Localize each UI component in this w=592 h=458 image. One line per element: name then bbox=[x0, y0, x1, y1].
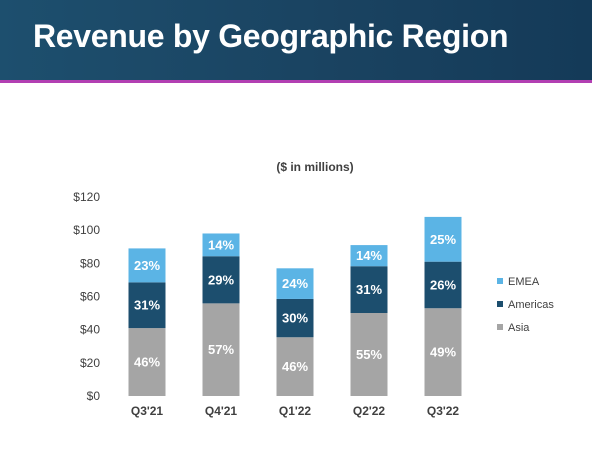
bar-segment-asia bbox=[128, 328, 166, 396]
x-category-label: Q1'22 bbox=[279, 404, 312, 418]
y-tick-label: $120 bbox=[73, 190, 100, 204]
bar-segment-americas bbox=[424, 261, 462, 309]
data-label: 14% bbox=[208, 237, 234, 252]
bar-segment-asia bbox=[424, 308, 462, 396]
data-label: 25% bbox=[430, 232, 456, 247]
y-tick-label: $60 bbox=[80, 290, 100, 304]
data-label: 46% bbox=[134, 355, 160, 370]
data-label: 24% bbox=[282, 276, 308, 291]
legend-label-asia: Asia bbox=[508, 322, 530, 334]
data-label: 30% bbox=[282, 311, 308, 326]
bar-segment-asia bbox=[202, 303, 240, 396]
legend-label-emea: EMEA bbox=[508, 276, 540, 288]
bar-segment-americas bbox=[276, 298, 314, 338]
data-label: 55% bbox=[356, 347, 382, 362]
bar-segment-emea bbox=[424, 216, 462, 262]
y-tick-label: $20 bbox=[80, 356, 100, 370]
data-label: 57% bbox=[208, 342, 234, 357]
bar-segment-emea bbox=[128, 248, 166, 283]
x-category-label: Q2'22 bbox=[353, 404, 386, 418]
y-tick-label: $100 bbox=[73, 223, 100, 237]
legend-swatch-asia bbox=[497, 324, 503, 330]
y-tick-label: $40 bbox=[80, 323, 100, 337]
bar-segment-asia bbox=[276, 337, 314, 396]
data-label: 49% bbox=[430, 345, 456, 360]
data-label: 14% bbox=[356, 248, 382, 263]
legend-swatch-emea bbox=[497, 278, 503, 284]
bar-segment-americas bbox=[128, 282, 166, 329]
bar-segment-emea bbox=[350, 245, 388, 267]
y-tick-label: $80 bbox=[80, 256, 100, 270]
data-label: 46% bbox=[282, 359, 308, 374]
x-category-label: Q3'22 bbox=[427, 404, 460, 418]
chart-subtitle: ($ in millions) bbox=[276, 160, 354, 174]
y-tick-label: $0 bbox=[87, 389, 101, 403]
header-accent-line bbox=[0, 80, 592, 83]
bar-segment-americas bbox=[350, 266, 388, 314]
page-title: Revenue by Geographic Region bbox=[33, 18, 509, 54]
bar-segment-americas bbox=[202, 256, 240, 304]
x-category-label: Q3'21 bbox=[131, 404, 164, 418]
bar-segment-emea bbox=[202, 233, 240, 257]
data-label: 31% bbox=[134, 298, 160, 313]
data-label: 31% bbox=[356, 282, 382, 297]
header-banner bbox=[0, 0, 592, 80]
legend-label-americas: Americas bbox=[508, 299, 554, 311]
bar-segment-emea bbox=[276, 268, 314, 299]
data-label: 23% bbox=[134, 258, 160, 273]
legend-swatch-americas bbox=[497, 301, 503, 307]
data-label: 29% bbox=[208, 272, 234, 287]
x-category-label: Q4'21 bbox=[205, 404, 238, 418]
data-label: 26% bbox=[430, 277, 456, 292]
bar-segment-asia bbox=[350, 313, 388, 396]
